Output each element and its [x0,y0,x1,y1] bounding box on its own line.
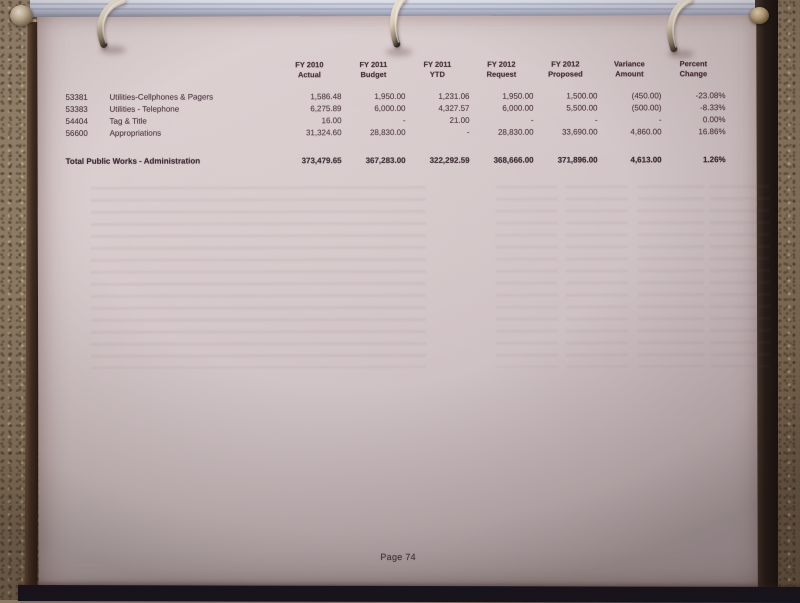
column-header-line1: FY 2012 [487,59,516,69]
binder-rivet-icon [750,7,769,24]
column-header-line1: FY 2012 [551,59,580,69]
account-number: 53383 [65,104,88,114]
column-header-line1: Percent [679,59,708,69]
account-name: Tag & Title [109,116,147,126]
ring-shadow [386,48,412,56]
column-header-line2: Request [486,69,517,79]
table-total-row: Total Public Works - Administration 373,… [66,154,726,168]
account-number: 54404 [65,116,88,126]
cell-percent-change: -23.08% [695,91,726,101]
bleedthrough-ghost-text [66,183,771,375]
ring-shadow [100,46,126,54]
total-fy2012-proposed: 371,896.00 [557,155,598,165]
column-header-line2: YTD [429,69,445,79]
column-header-line1: FY 2011 [359,60,388,70]
total-fy2011-budget: 367,283.00 [365,155,406,166]
account-number: 56600 [65,128,88,138]
ghost-number-column [637,185,705,368]
account-name: Utilities-Cellphones & Pagers [109,92,214,102]
account-name: Appropriations [109,128,162,138]
cell-fy2012-proposed: 5,500.00 [566,103,598,113]
column-header-fy2012-request: FY 2012 Request [469,60,533,80]
column-header-line2: Budget [360,70,387,80]
binder-ring-middle-icon [389,0,407,48]
cell-variance-amount: - [658,115,662,125]
binder-grommet-icon [10,5,33,26]
column-header-variance-amount: Variance Amount [597,59,661,79]
total-fy2010-actual: 373,479.65 [301,156,342,166]
binder-ring-right-icon [667,0,693,53]
cell-fy2011-ytd: 1,231.06 [438,91,470,101]
cell-fy2012-proposed: 33,690.00 [561,127,598,137]
cell-fy2010-actual: 16.00 [321,116,342,126]
cell-variance-amount: (450.00) [631,91,662,101]
cell-fy2012-request: 1,950.00 [502,91,534,101]
cell-fy2010-actual: 31,324.60 [305,128,342,138]
cell-fy2011-ytd: 21.00 [449,115,470,125]
column-header-line2: Actual [297,70,321,80]
cell-variance-amount: (500.00) [631,103,662,113]
cell-fy2011-budget: 1,950.00 [374,91,406,102]
ring-shadow [668,50,694,58]
column-header-fy2010-actual: FY 2010 Actual [277,60,341,80]
ghost-row-labels [90,185,427,369]
account-number: 53381 [65,92,88,102]
column-header-fy2011-budget: FY 2011 Budget [341,60,405,80]
document-page: FY 2010 Actual FY 2011 Budget FY 2011 YT… [37,15,771,589]
column-header-line2: Change [679,69,708,79]
ghost-number-column [565,185,629,368]
budget-table: FY 2010 Actual FY 2011 Budget FY 2011 YT… [65,59,725,168]
cell-fy2012-proposed: - [594,115,598,125]
cell-fy2011-ytd: - [466,127,470,137]
cell-percent-change: 16.86% [698,127,726,137]
column-header-fy2011-ytd: FY 2011 YTD [405,60,469,80]
cell-fy2010-actual: 1,586.48 [310,92,342,102]
cell-fy2012-proposed: 1,500.00 [566,91,598,101]
total-fy2011-ytd: 322,292.59 [429,155,470,165]
header-spacer [65,80,277,81]
cell-fy2011-budget: - [402,115,406,125]
total-label: Total Public Works - Administration [65,156,201,166]
binder-right-edge [755,0,778,600]
column-header-line1: Variance [613,59,645,69]
column-header-line1: FY 2010 [295,60,324,70]
column-header-fy2012-proposed: FY 2012 Proposed [533,59,597,79]
cell-fy2011-ytd: 4,327.57 [438,103,470,113]
cell-percent-change: 0.00% [702,115,726,125]
column-header-line2: Amount [615,69,644,79]
column-header-line1: FY 2011 [423,59,452,69]
cell-fy2010-actual: 6,275.89 [310,104,342,114]
cell-percent-change: -8.33% [700,103,726,113]
total-variance-amount: 4,613.00 [630,155,662,165]
cell-fy2011-budget: 28,830.00 [369,127,406,138]
column-header-line2: Proposed [548,69,583,79]
cell-variance-amount: 4,860.00 [630,127,662,137]
table-row: 56600 Appropriations 31,324.60 28,830.00… [66,126,726,140]
binder-bottom-edge [17,584,800,603]
page-number: Page 74 [380,551,416,563]
total-percent-change: 1.26% [702,155,726,165]
cell-fy2012-request: 6,000.00 [502,103,534,113]
column-header-percent-change: Percent Change [661,59,725,79]
table-header-row: FY 2010 Actual FY 2011 Budget FY 2011 YT… [65,59,725,81]
ghost-number-column [495,185,559,368]
cell-fy2012-request: 28,830.00 [497,127,534,137]
account-name: Utilities - Telephone [109,104,180,114]
total-fy2012-request: 368,666.00 [493,155,534,165]
cell-fy2012-request: - [530,115,534,125]
binder-ring-left-icon [97,0,127,48]
cell-fy2011-budget: 6,000.00 [374,103,406,114]
